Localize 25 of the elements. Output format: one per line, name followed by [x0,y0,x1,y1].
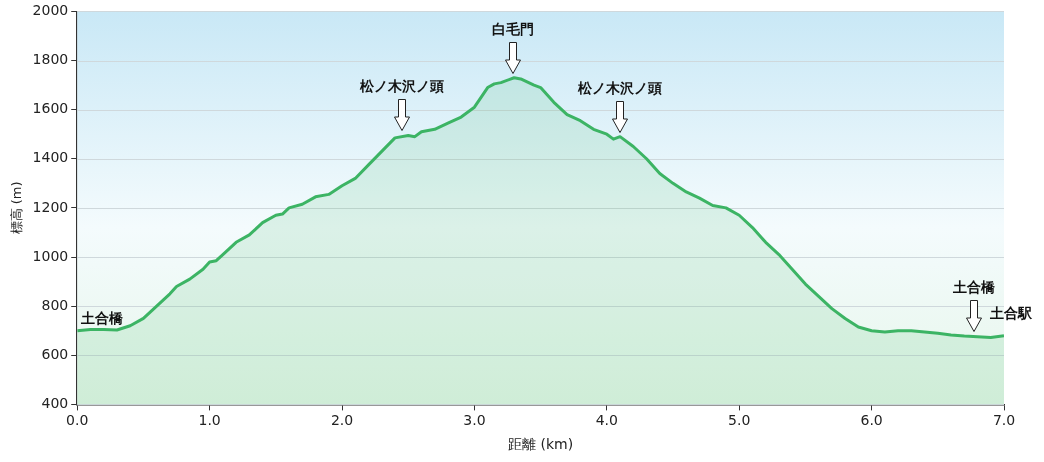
x-tick-label: 5.0 [728,412,751,429]
y-tick-label: 400 [41,395,69,412]
y-tick-label: 1400 [32,149,69,166]
y-tick-label: 2000 [32,2,69,19]
annotation: 松ノ木沢ノ頭 [358,78,444,95]
x-tick-label: 2.0 [330,412,354,429]
x-tick-label: 1.0 [198,412,221,429]
annotation: 土合駅 [989,304,1033,321]
x-tick-label: 7.0 [992,412,1016,429]
y-tick-label: 600 [41,345,69,362]
annotation: 土合橋 [951,279,996,296]
x-axis-title: 距離 (km) [508,436,574,453]
annotation: 白毛門 [491,20,534,37]
y-tick-label: 1200 [32,198,69,215]
annotation: 松ノ木沢ノ頭 [577,79,663,96]
annotation: 土合橋 [80,309,125,326]
y-tick-label: 1800 [32,51,69,68]
y-tick-label: 1000 [32,247,69,264]
x-tick-label: 3.0 [463,412,486,429]
x-tick-label: 4.0 [595,412,618,429]
y-axis-title: 標高 (m) [9,181,25,235]
x-tick-label: 6.0 [860,412,883,429]
y-tick-label: 800 [41,296,69,313]
x-tick-label: 0.0 [66,412,89,429]
y-tick-label: 1600 [32,100,69,117]
